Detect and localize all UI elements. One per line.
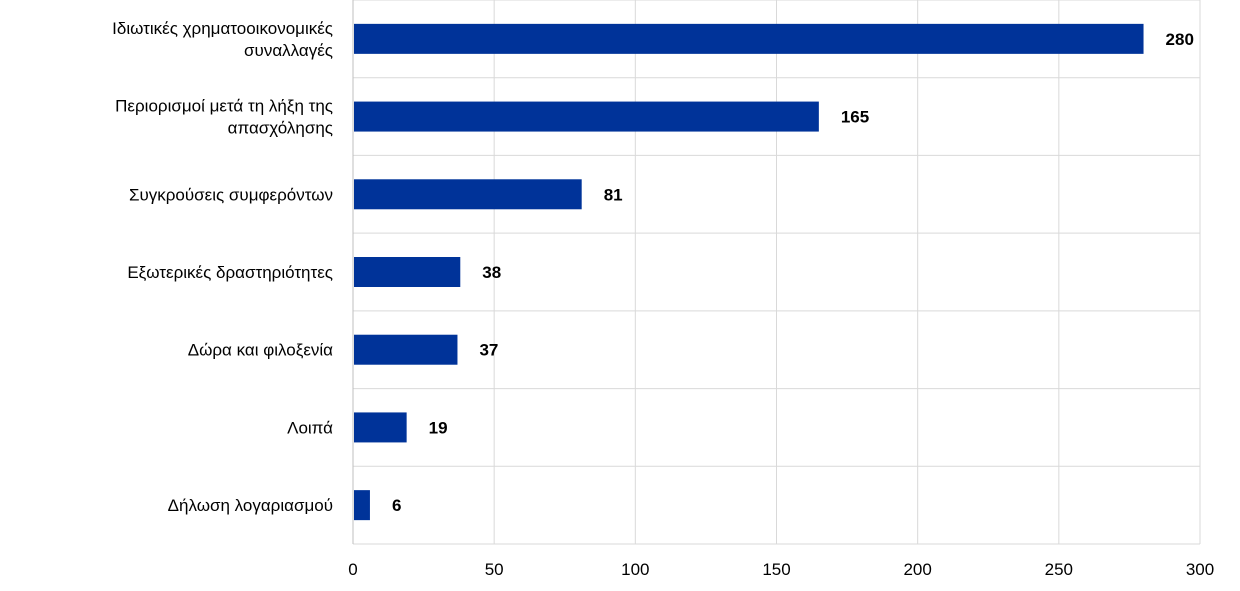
bar: [354, 257, 461, 287]
bar: [354, 412, 407, 443]
data-label: 19: [429, 418, 448, 437]
x-tick-label: 50: [485, 560, 504, 579]
category-label: Λοιπά: [287, 418, 333, 437]
x-tick-label: 200: [903, 560, 931, 579]
x-axis-tick-labels: 0 50 100 150 200 250 300: [348, 560, 1214, 579]
grid-lines: [352, 0, 1201, 545]
category-label: συναλλαγές: [244, 41, 333, 60]
data-label: 81: [604, 185, 623, 204]
category-label: Δώρα και φιλοξενία: [188, 341, 333, 360]
category-labels: Ιδιωτικές χρηματοοικονομικές συναλλαγές Πε…: [112, 19, 333, 515]
x-tick-label: 100: [621, 560, 649, 579]
data-label: 6: [392, 496, 401, 515]
category-label: απασχόλησης: [228, 119, 333, 138]
category-label: Ιδιωτικές χρηματοοικονομικές: [112, 19, 333, 38]
bar: [354, 334, 458, 365]
x-tick-label: 0: [348, 560, 357, 579]
data-label: 38: [482, 263, 501, 282]
category-label: Συγκρούσεις συμφερόντων: [129, 185, 333, 204]
bar: [354, 179, 582, 210]
x-tick-label: 250: [1045, 560, 1073, 579]
bar: [354, 101, 819, 132]
data-label: 280: [1166, 30, 1194, 49]
category-label: Δήλωση λογαριασμού: [168, 496, 333, 515]
data-label: 37: [479, 341, 498, 360]
bar: [354, 490, 370, 521]
data-label: 165: [841, 108, 869, 127]
x-tick-label: 300: [1186, 560, 1214, 579]
bars: [354, 23, 1144, 521]
bar: [354, 23, 1144, 54]
x-tick-label: 150: [762, 560, 790, 579]
category-label: Εξωτερικές δραστηριότητες: [127, 263, 333, 282]
value-labels: 280 165 81 38 37 19 6: [392, 30, 1194, 515]
category-label: Περιορισμοί μετά τη λήξη της: [115, 97, 333, 116]
